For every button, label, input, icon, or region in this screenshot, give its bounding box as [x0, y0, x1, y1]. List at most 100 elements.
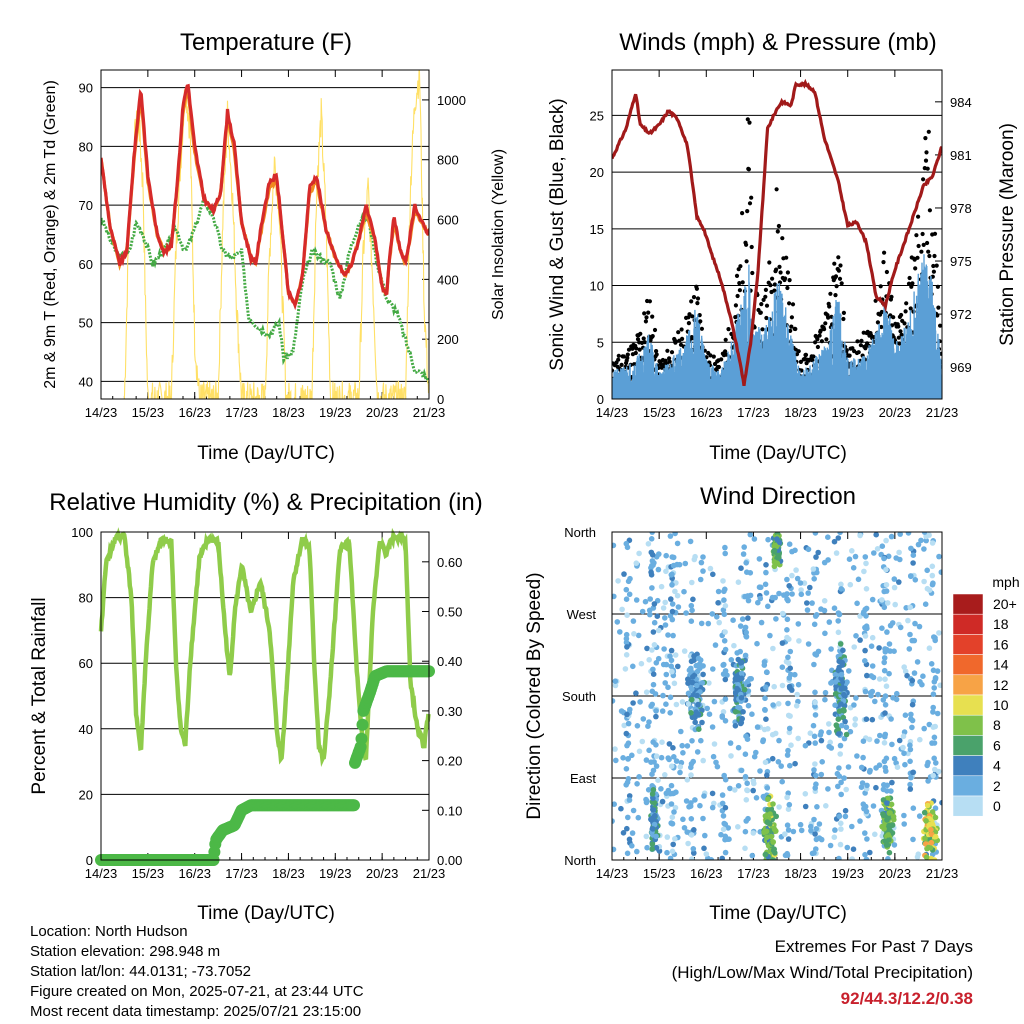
gust-point: [619, 362, 624, 367]
direction-point: [655, 566, 662, 573]
y2-tick-label: 978: [950, 201, 972, 216]
direction-point: [779, 664, 786, 670]
direction-point: [785, 660, 792, 666]
direction-point: [649, 771, 655, 777]
direction-point: [738, 670, 745, 677]
direction-point: [871, 550, 877, 556]
direction-point: [936, 630, 942, 636]
direction-point: [786, 801, 793, 808]
direction-point: [653, 708, 659, 714]
direction-point: [869, 688, 876, 695]
direction-point: [634, 848, 640, 855]
direction-point: [775, 701, 782, 707]
direction-point: [720, 813, 727, 819]
y2-tick-label: 0.20: [437, 754, 462, 769]
direction-point: [669, 848, 676, 855]
direction-point: [745, 615, 751, 621]
direction-point: [737, 660, 744, 666]
direction-point: [636, 550, 642, 557]
y2-tick-label: 200: [437, 332, 459, 347]
direction-point: [743, 818, 749, 824]
y2-tick-label: 0.50: [437, 605, 462, 620]
direction-point: [821, 559, 828, 566]
gust-point: [759, 302, 764, 307]
direction-point: [666, 741, 673, 747]
extremes-values: 92/44.3/12.2/0.38: [840, 989, 973, 1008]
y2-tick-label: 600: [437, 213, 459, 228]
direction-point: [742, 652, 749, 659]
direction-point: [634, 723, 641, 729]
direction-point: [762, 851, 769, 858]
direction-point: [821, 607, 828, 614]
gust-point: [891, 315, 896, 320]
direction-point: [916, 623, 923, 630]
direction-point: [769, 731, 776, 738]
direction-point: [742, 828, 749, 835]
direction-point: [807, 730, 814, 736]
direction-point: [740, 709, 746, 715]
direction-point: [873, 784, 879, 791]
direction-point: [730, 617, 736, 623]
direction-point: [864, 625, 870, 632]
gust-point: [906, 281, 912, 286]
direction-point: [776, 539, 783, 546]
direction-point: [743, 560, 749, 566]
direction-point: [813, 612, 820, 618]
direction-point: [638, 660, 645, 667]
gust-point: [910, 281, 915, 286]
direction-point: [669, 814, 676, 820]
direction-point: [643, 757, 650, 763]
legend-swatch: [952, 593, 984, 615]
direction-point: [743, 634, 750, 640]
direction-point: [665, 684, 671, 691]
direction-point: [655, 627, 662, 634]
direction-point: [838, 671, 845, 678]
direction-point: [621, 722, 627, 729]
direction-point: [934, 710, 941, 717]
direction-point: [694, 749, 701, 755]
direction-point: [683, 610, 689, 616]
x-axis-label: Time (Day/UTC): [709, 443, 847, 464]
direction-point: [767, 632, 773, 639]
direction-point: [851, 702, 857, 708]
gust-point: [695, 296, 701, 301]
direction-point: [771, 826, 778, 833]
direction-point: [889, 822, 896, 828]
direction-point: [925, 844, 932, 851]
gust-point: [652, 327, 658, 333]
direction-point: [877, 732, 883, 739]
gust-point: [745, 209, 750, 214]
gust-point: [926, 249, 931, 254]
direction-point: [827, 842, 834, 849]
direction-point: [857, 637, 863, 643]
direction-point: [862, 554, 869, 560]
direction-point: [883, 537, 889, 544]
direction-point: [916, 813, 923, 819]
direction-point: [700, 568, 706, 574]
direction-point: [758, 619, 765, 626]
gust-point: [827, 304, 832, 309]
gust-point: [856, 350, 861, 355]
direction-point: [672, 804, 679, 811]
created-text: Figure created on Mon, 2025-07-21, at 23…: [30, 983, 364, 1000]
direction-point: [738, 695, 745, 701]
extremes-heading: Extremes For Past 7 Days: [774, 937, 973, 956]
direction-point: [711, 800, 717, 807]
direction-point: [640, 716, 647, 722]
direction-point: [699, 719, 705, 726]
direction-point: [658, 786, 664, 792]
direction-point: [860, 754, 866, 761]
direction-point: [624, 644, 630, 650]
direction-point: [902, 668, 909, 675]
direction-point: [757, 768, 763, 774]
direction-point: [762, 695, 768, 702]
direction-point: [932, 766, 938, 773]
direction-point: [810, 566, 817, 572]
station-info: Location: North Hudson Station elevation…: [30, 922, 364, 1022]
direction-point: [910, 552, 917, 558]
direction-point: [649, 552, 656, 558]
gust-point: [634, 346, 639, 351]
direction-point: [785, 597, 791, 604]
direction-point: [886, 670, 892, 677]
direction-point: [620, 830, 627, 836]
